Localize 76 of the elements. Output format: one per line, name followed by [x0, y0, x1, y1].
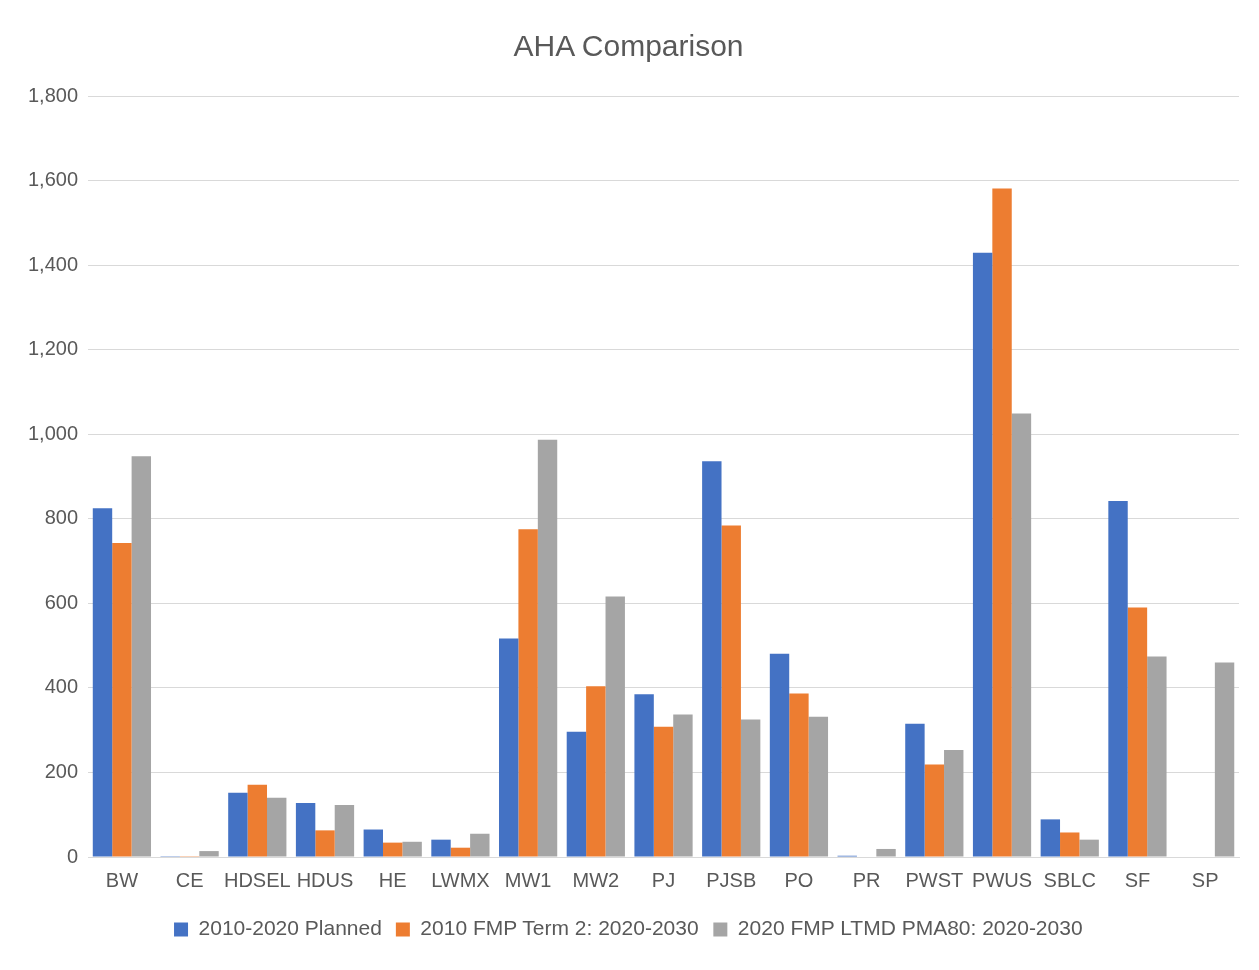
y-tick-label: 200: [44, 759, 79, 782]
bar: [92, 508, 113, 857]
x-tick-label: PJSB: [706, 868, 757, 891]
x-tick-label: LWMX: [431, 868, 490, 891]
bar: [586, 686, 606, 857]
x-tick-label: MW1: [504, 868, 552, 891]
bar: [721, 525, 741, 857]
legend-label: 2010 FMP Term 2: 2020-2030: [420, 916, 699, 940]
bar: [905, 723, 925, 857]
bar: [1108, 501, 1128, 857]
bar: [653, 726, 674, 857]
x-tick-label: HDUS: [296, 868, 354, 891]
y-tick-label: 400: [44, 675, 79, 698]
bar: [228, 792, 248, 857]
bar: [1147, 656, 1167, 857]
bar: [295, 802, 316, 857]
bar: [605, 596, 625, 857]
bar: [702, 461, 722, 857]
x-tick-label: MW2: [572, 868, 620, 891]
x-tick-label: BW: [105, 868, 139, 891]
legend-label: 2020 FMP LTMD PMA80: 2020-2030: [737, 916, 1083, 940]
x-tick-label: PWST: [905, 868, 964, 891]
bar: [924, 764, 945, 857]
x-tick-label: HE: [378, 868, 407, 891]
bar: [267, 797, 287, 857]
y-tick-label: 1,200: [27, 337, 79, 360]
bar: [315, 830, 335, 857]
y-tick-label: 800: [44, 506, 79, 529]
y-tick-label: 600: [44, 590, 79, 613]
bar: [808, 716, 829, 857]
bar: [1011, 413, 1032, 857]
x-tick-label: CE: [175, 868, 204, 891]
bar: [402, 841, 422, 857]
x-tick-label: PO: [784, 868, 814, 891]
bar: [431, 839, 451, 857]
bar: [131, 456, 152, 857]
bar: [199, 851, 219, 857]
bar: [876, 848, 896, 857]
x-tick-label: PR: [852, 868, 881, 891]
bar: [634, 694, 654, 857]
y-tick-label: 1,800: [27, 83, 79, 106]
x-tick-label: PJ: [651, 868, 676, 891]
bar: [470, 833, 490, 857]
bar: [1127, 607, 1148, 857]
bar: [1040, 819, 1061, 857]
bar: [518, 529, 538, 857]
bar: [537, 439, 558, 857]
x-tick-label: PWUS: [972, 868, 1033, 891]
bar: [1060, 832, 1080, 857]
bar: [1079, 839, 1099, 857]
bar: [769, 653, 790, 857]
y-tick-label: 1,400: [27, 252, 79, 275]
bar: [112, 542, 132, 857]
bar: [789, 693, 809, 857]
legend-label: 2010-2020 Planned: [198, 916, 382, 940]
bar: [944, 750, 964, 857]
bar: [673, 714, 693, 857]
bar: [566, 731, 587, 857]
y-tick-label: 1,000: [27, 421, 79, 444]
bar: [334, 805, 355, 857]
bar: [992, 188, 1012, 857]
bar: [363, 829, 384, 857]
y-tick-label: 1,600: [27, 168, 79, 191]
x-tick-label: SBLC: [1043, 868, 1096, 891]
chart-title: AHA Comparison: [513, 29, 744, 63]
x-tick-label: SF: [1124, 868, 1151, 891]
bar: [383, 842, 403, 857]
y-tick-label: 0: [66, 844, 79, 867]
bar: [450, 847, 471, 857]
bar: [740, 719, 761, 857]
bar: [1214, 662, 1235, 857]
x-tick-label: SP: [1191, 868, 1219, 891]
x-tick-label: HDSEL: [223, 868, 291, 891]
bar: [499, 638, 519, 857]
bar: [972, 252, 993, 857]
bar: [247, 784, 268, 857]
